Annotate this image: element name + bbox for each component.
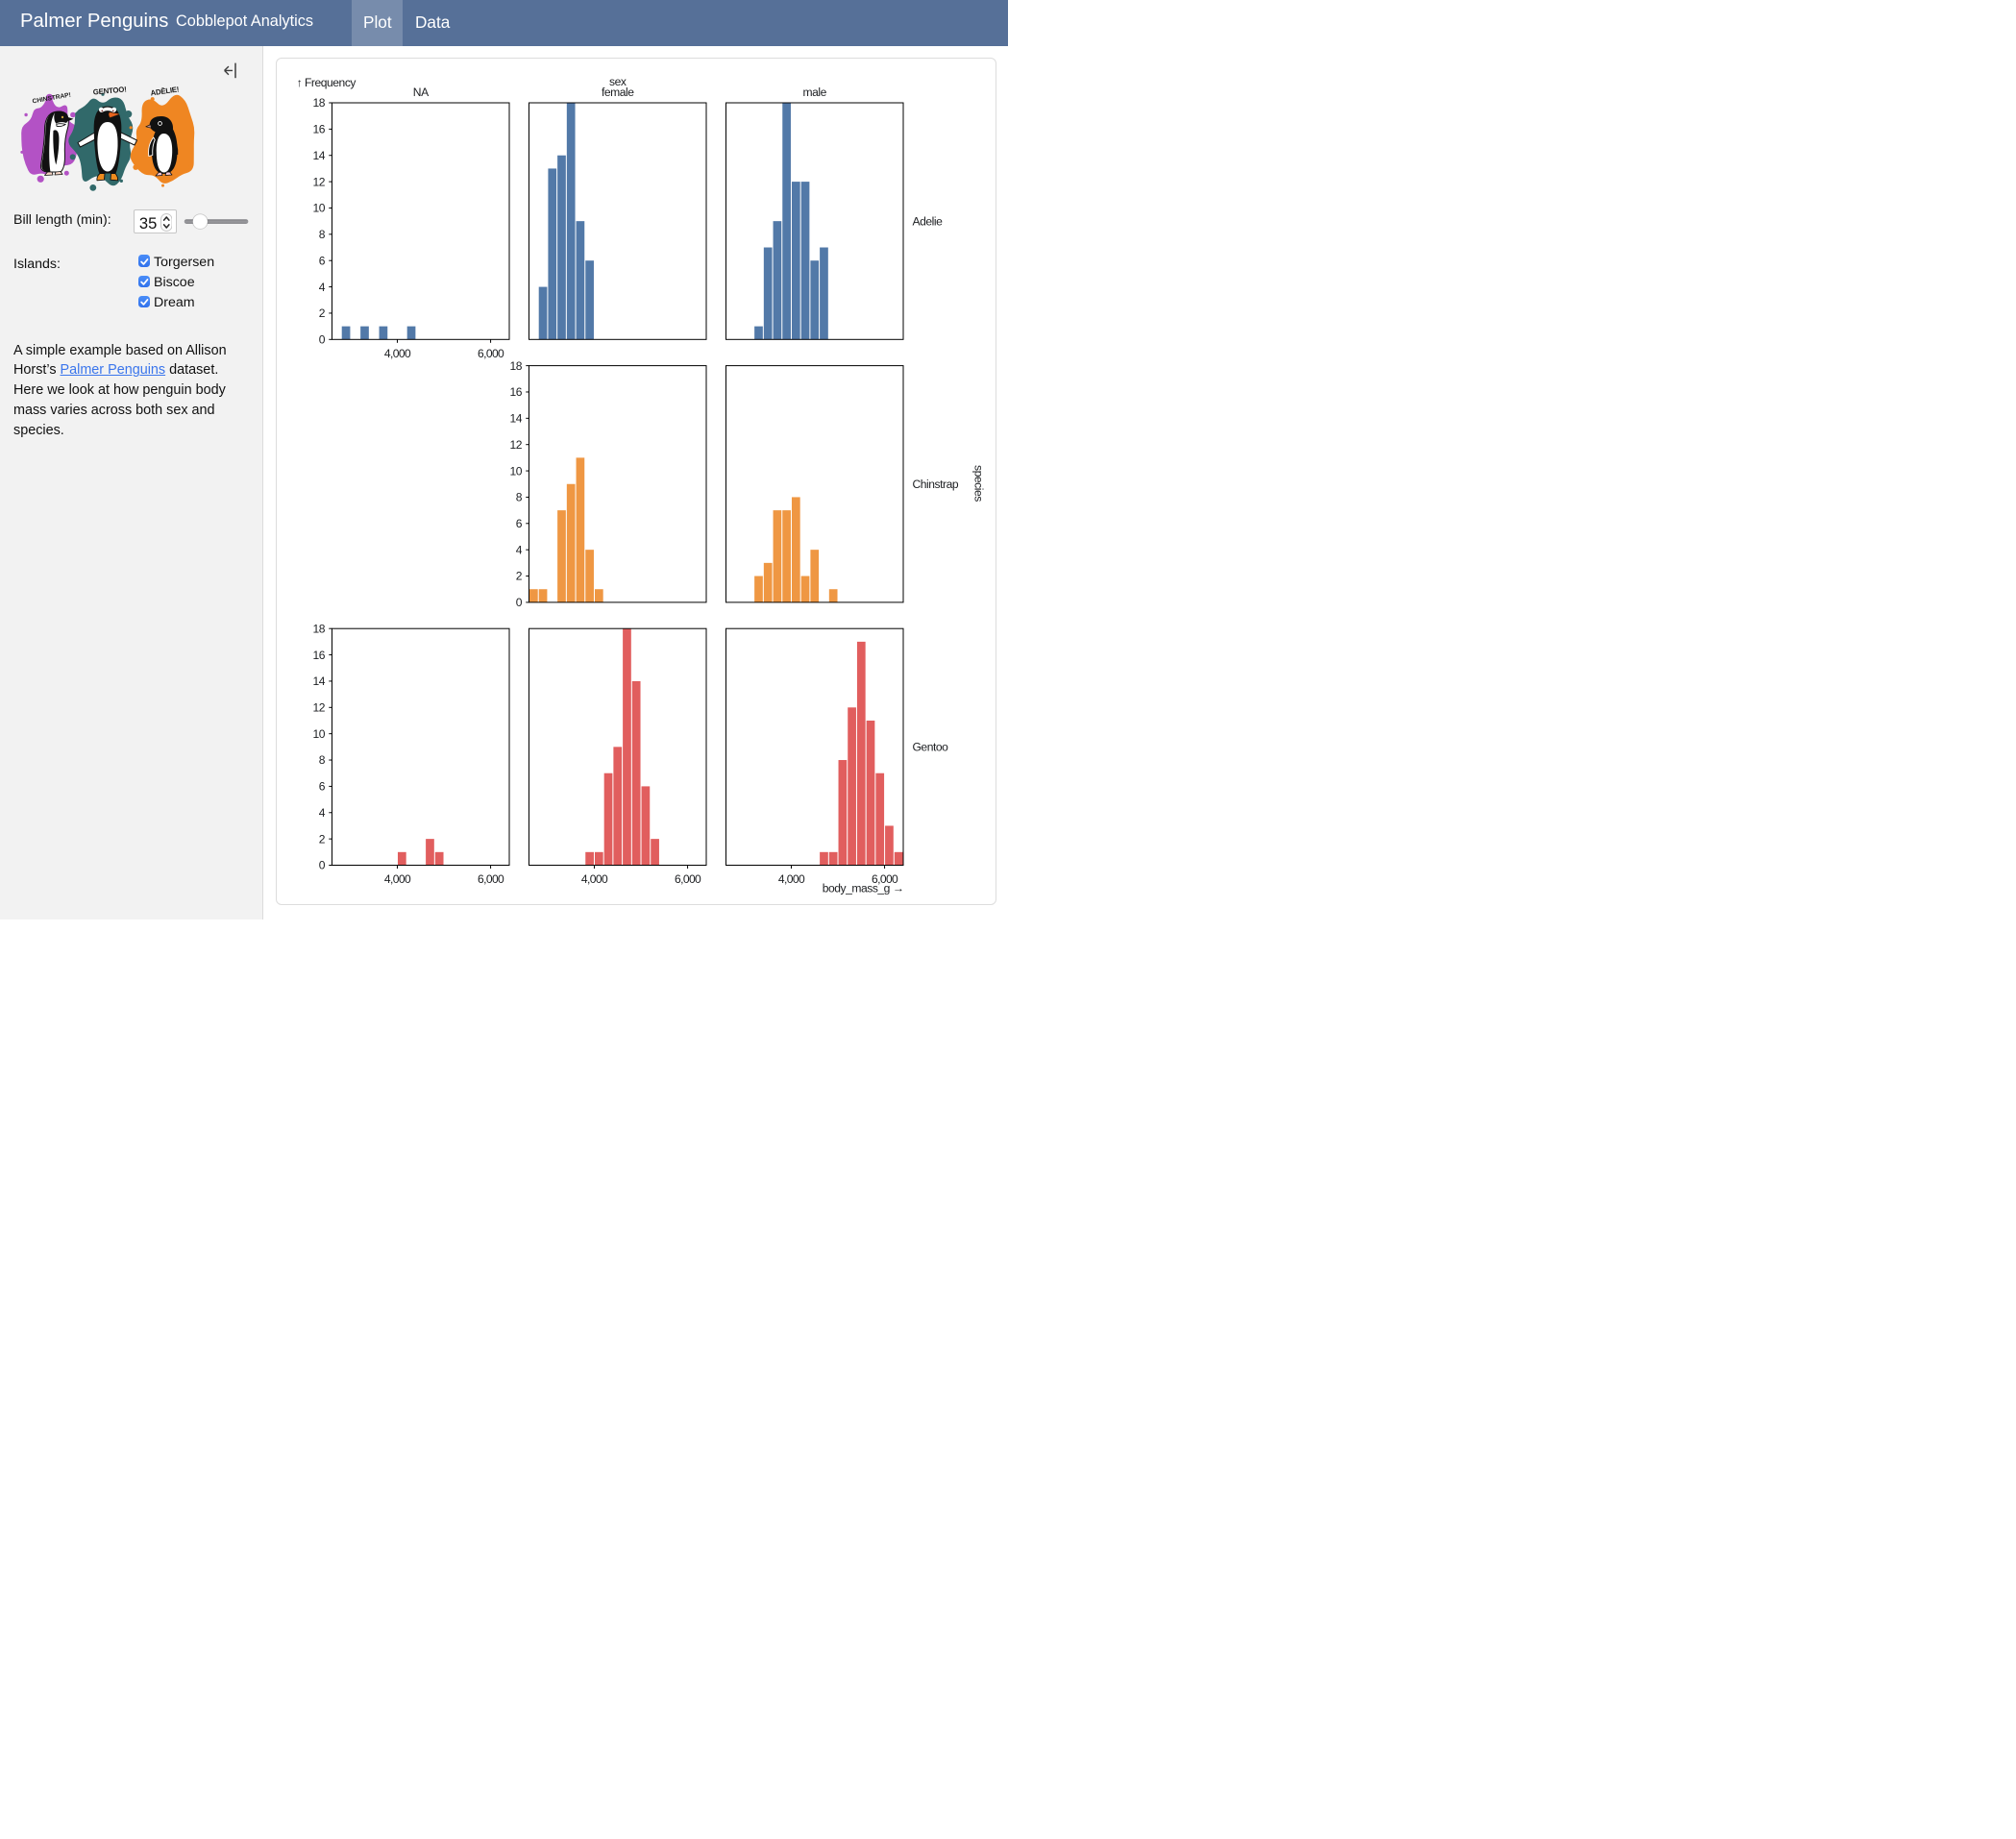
svg-text:ADĒLIE!: ADĒLIE! [150, 85, 180, 97]
svg-text:6: 6 [318, 254, 325, 267]
svg-text:↑ Frequency: ↑ Frequency [296, 76, 356, 89]
svg-text:4,000: 4,000 [777, 872, 804, 886]
svg-text:18: 18 [312, 622, 325, 635]
svg-text:6: 6 [515, 516, 522, 529]
svg-text:4,000: 4,000 [383, 346, 410, 359]
svg-text:4,000: 4,000 [383, 872, 410, 886]
svg-text:species: species [971, 464, 985, 501]
svg-text:0: 0 [515, 596, 522, 609]
svg-text:12: 12 [312, 700, 325, 714]
svg-text:6,000: 6,000 [871, 872, 897, 886]
svg-text:6,000: 6,000 [477, 872, 504, 886]
svg-text:sex: sex [609, 75, 627, 88]
svg-text:10: 10 [312, 726, 325, 740]
svg-text:body_mass_g →: body_mass_g → [822, 881, 903, 895]
svg-text:18: 18 [509, 358, 522, 372]
svg-text:18: 18 [312, 96, 325, 110]
svg-text:12: 12 [312, 175, 325, 188]
svg-text:16: 16 [509, 385, 522, 399]
svg-text:16: 16 [312, 648, 325, 661]
svg-text:8: 8 [318, 753, 325, 767]
svg-text:0: 0 [318, 332, 325, 346]
svg-text:female: female [601, 86, 633, 99]
svg-text:Gentoo: Gentoo [912, 740, 948, 753]
svg-text:NA: NA [412, 86, 429, 99]
svg-text:10: 10 [312, 201, 325, 214]
svg-text:4: 4 [318, 280, 325, 293]
svg-text:6: 6 [318, 779, 325, 793]
svg-text:0: 0 [318, 858, 325, 871]
svg-text:4: 4 [318, 805, 325, 819]
svg-text:10: 10 [509, 464, 522, 478]
svg-text:4: 4 [515, 543, 522, 556]
svg-text:12: 12 [509, 437, 522, 451]
svg-text:GENTOO!: GENTOO! [92, 85, 126, 96]
svg-text:2: 2 [515, 569, 522, 582]
svg-text:2: 2 [318, 832, 325, 846]
svg-text:16: 16 [312, 122, 325, 135]
svg-text:8: 8 [515, 490, 522, 503]
svg-text:6,000: 6,000 [477, 346, 504, 359]
svg-text:14: 14 [312, 148, 325, 161]
svg-text:male: male [802, 86, 826, 99]
svg-text:2: 2 [318, 306, 325, 320]
svg-text:14: 14 [509, 411, 522, 425]
svg-text:Adelie: Adelie [912, 214, 943, 228]
svg-text:4,000: 4,000 [580, 872, 607, 886]
svg-text:8: 8 [318, 228, 325, 241]
svg-text:6,000: 6,000 [674, 872, 701, 886]
svg-text:Chinstrap: Chinstrap [912, 478, 958, 491]
svg-text:14: 14 [312, 674, 325, 688]
